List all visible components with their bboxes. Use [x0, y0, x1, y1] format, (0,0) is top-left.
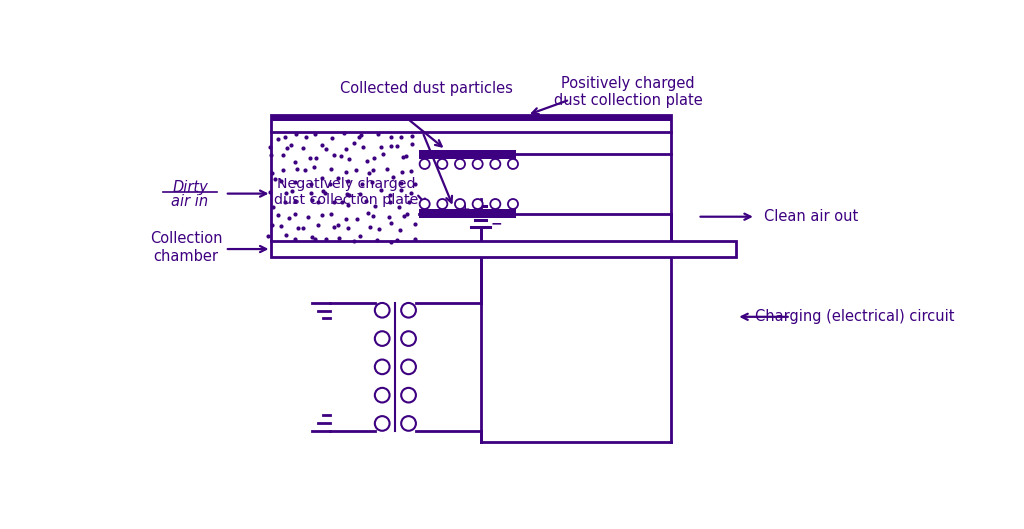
- Circle shape: [401, 416, 416, 431]
- Circle shape: [375, 303, 389, 317]
- Bar: [419, 209, 515, 218]
- Text: Collected dust particles: Collected dust particles: [340, 80, 513, 96]
- Text: +: +: [460, 203, 470, 216]
- Circle shape: [401, 388, 416, 403]
- Text: Clean air out: Clean air out: [765, 209, 859, 224]
- Circle shape: [473, 199, 482, 209]
- Bar: [419, 150, 515, 159]
- Text: Charging (electrical) circuit: Charging (electrical) circuit: [756, 309, 954, 324]
- Text: Negatively charged
dust collection plate: Negatively charged dust collection plate: [274, 177, 419, 207]
- Circle shape: [401, 360, 416, 374]
- Circle shape: [508, 199, 518, 209]
- Circle shape: [375, 416, 389, 431]
- Circle shape: [401, 331, 416, 346]
- Circle shape: [473, 159, 482, 169]
- Circle shape: [455, 199, 465, 209]
- Circle shape: [437, 159, 447, 169]
- Circle shape: [375, 360, 389, 374]
- Circle shape: [455, 159, 465, 169]
- Text: −: −: [490, 217, 502, 231]
- Circle shape: [490, 159, 501, 169]
- Circle shape: [375, 388, 389, 403]
- Bar: [271, 115, 671, 132]
- Circle shape: [420, 159, 430, 169]
- Bar: [271, 241, 736, 257]
- Bar: [271, 115, 671, 121]
- Circle shape: [401, 303, 416, 317]
- Circle shape: [420, 199, 430, 209]
- Circle shape: [508, 159, 518, 169]
- Text: Collection
chamber: Collection chamber: [150, 231, 222, 264]
- Circle shape: [437, 199, 447, 209]
- Circle shape: [490, 199, 501, 209]
- Text: Dirty: Dirty: [172, 180, 208, 195]
- Circle shape: [375, 331, 389, 346]
- Text: Positively charged
dust collection plate: Positively charged dust collection plate: [554, 76, 702, 108]
- Text: air in: air in: [171, 194, 209, 209]
